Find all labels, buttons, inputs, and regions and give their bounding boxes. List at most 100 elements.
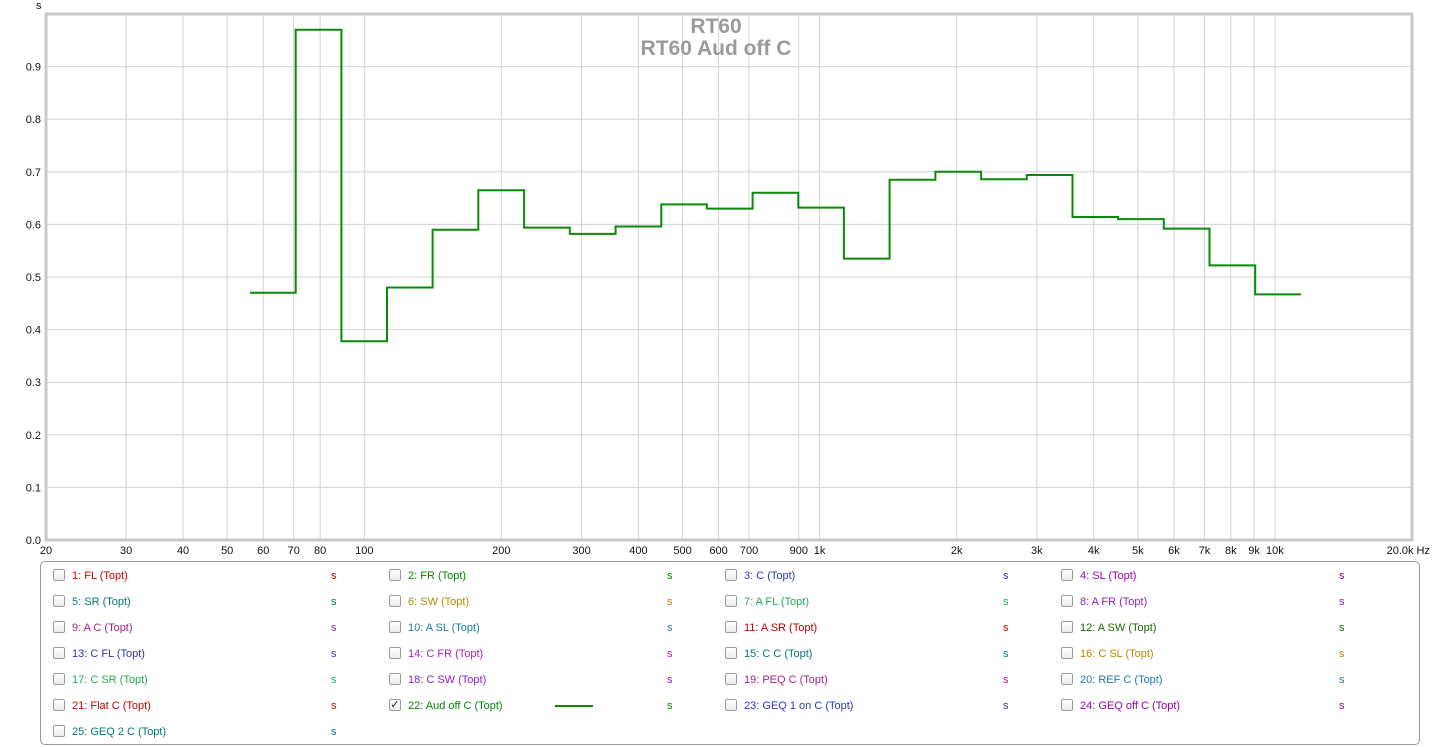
legend-item[interactable]: 12: A SW (Topt) s — [1061, 618, 1381, 638]
legend-checkbox[interactable]: ✓ — [389, 699, 401, 711]
legend-checkbox[interactable] — [1061, 569, 1073, 581]
x-tick-label: 100 — [355, 545, 373, 557]
y-tick-label: 0.3 — [26, 377, 41, 389]
legend-item[interactable]: 20: REF C (Topt) s — [1061, 670, 1381, 690]
legend-item-unit: s — [1003, 674, 1009, 686]
legend-checkbox[interactable] — [725, 621, 737, 633]
legend-item[interactable]: 11: A SR (Topt) s — [725, 618, 1045, 638]
legend-item-unit: s — [1003, 648, 1009, 660]
rt60-chart: 0.0 0.1 0.2 0.3 0.4 0.5 0.6 0.7 0.8 0.9 20 30 40 50 6… — [26, 0, 1430, 557]
legend-item-label: 11: A SR (Topt) — [744, 622, 818, 634]
y-tick-label: 0.8 — [26, 114, 41, 126]
legend-item[interactable]: 6: SW (Topt) s — [389, 592, 709, 612]
legend-item-unit: s — [331, 648, 337, 660]
legend-item-unit: s — [331, 700, 337, 712]
legend-checkbox[interactable] — [389, 621, 401, 633]
legend-checkbox[interactable] — [1061, 621, 1073, 633]
legend-item[interactable]: 19: PEQ C (Topt) s — [725, 670, 1045, 690]
legend-item-unit: s — [667, 596, 673, 608]
legend-checkbox[interactable] — [725, 699, 737, 711]
x-tick-label: 80 — [314, 545, 326, 557]
legend-item[interactable]: 10: A SL (Topt) s — [389, 618, 709, 638]
legend-item-label: 1: FL (Topt) — [72, 570, 128, 582]
legend-item-unit: s — [667, 622, 673, 634]
legend-item[interactable]: 15: C C (Topt) s — [725, 644, 1045, 664]
legend-item-unit: s — [1339, 596, 1345, 608]
x-tick-label: 10k — [1266, 545, 1284, 557]
legend-checkbox[interactable] — [1061, 699, 1073, 711]
legend-checkbox[interactable] — [725, 673, 737, 685]
legend-item-label: 25: GEQ 2 C (Topt) — [72, 726, 167, 738]
legend-item[interactable]: 9: A C (Topt) s — [53, 618, 373, 638]
legend-checkbox[interactable] — [53, 647, 65, 659]
legend-checkbox[interactable] — [53, 595, 65, 607]
x-tick-label: 500 — [673, 545, 691, 557]
y-tick-label: 0.2 — [26, 430, 41, 442]
legend-checkbox[interactable] — [725, 569, 737, 581]
x-tick-label: 30 — [120, 545, 132, 557]
legend-checkbox[interactable] — [53, 699, 65, 711]
legend-item[interactable]: 16: C SL (Topt) s — [1061, 644, 1381, 664]
x-tick-label: 900 — [790, 545, 808, 557]
legend-checkbox[interactable] — [53, 569, 65, 581]
legend-checkbox[interactable] — [389, 673, 401, 685]
legend-checkbox[interactable] — [53, 621, 65, 633]
legend-item-label: 16: C SL (Topt) — [1080, 648, 1154, 660]
x-tick-labels: 20 30 40 50 60 70 80 100 200 300 400 500 600 700 900 1k… — [40, 545, 1430, 557]
legend-checkbox[interactable] — [53, 673, 65, 685]
legend-checkbox[interactable] — [725, 647, 737, 659]
legend-checkbox[interactable] — [1061, 647, 1073, 659]
x-tick-label: 1k — [814, 545, 826, 557]
x-tick-label: 200 — [492, 545, 510, 557]
x-tick-label: 8k — [1225, 545, 1237, 557]
legend-item[interactable]: 7: A FL (Topt) s — [725, 592, 1045, 612]
legend-item-label: 6: SW (Topt) — [408, 596, 470, 608]
legend-item[interactable]: 8: A FR (Topt) s — [1061, 592, 1381, 612]
x-tick-label: 6k — [1168, 545, 1180, 557]
y-tick-label: 0.4 — [26, 325, 41, 337]
legend-item-unit: s — [1339, 570, 1345, 582]
legend-item[interactable]: 1: FL (Topt) s — [53, 566, 373, 586]
legend-item-unit: s — [1003, 570, 1009, 582]
legend-checkbox[interactable] — [1061, 673, 1073, 685]
legend-item-label: 18: C SW (Topt) — [408, 674, 487, 686]
x-tick-label: 70 — [288, 545, 300, 557]
legend-item-label: 12: A SW (Topt) — [1080, 622, 1157, 634]
y-tick-label: 0.5 — [26, 272, 41, 284]
legend-checkbox[interactable] — [725, 595, 737, 607]
x-tick-label: 4k — [1088, 545, 1100, 557]
y-tick-label: 0.1 — [26, 482, 41, 494]
legend-item[interactable]: 13: C FL (Topt) s — [53, 644, 373, 664]
y-tick-label: 0.7 — [26, 167, 41, 179]
legend-item-label: 17: C SR (Topt) — [72, 674, 148, 686]
legend-checkbox[interactable] — [1061, 595, 1073, 607]
y-tick-labels: 0.0 0.1 0.2 0.3 0.4 0.5 0.6 0.7 0.8 0.9 — [26, 62, 41, 547]
legend-item-unit: s — [1003, 622, 1009, 634]
x-tick-label: 40 — [177, 545, 189, 557]
legend-item-label: 13: C FL (Topt) — [72, 648, 145, 660]
legend-item[interactable]: 24: GEQ off C (Topt) s — [1061, 696, 1381, 716]
legend-panel: 1: FL (Topt) s 2: FR (Topt) s 3: C (Topt) s 4:… — [40, 561, 1420, 745]
legend-item[interactable]: 3: C (Topt) s — [725, 566, 1045, 586]
legend-item-unit: s — [1339, 700, 1345, 712]
legend-checkbox[interactable] — [389, 595, 401, 607]
legend-item[interactable]: 4: SL (Topt) s — [1061, 566, 1381, 586]
legend-item[interactable]: 25: GEQ 2 C (Topt) s — [53, 722, 373, 742]
legend-item[interactable]: 2: FR (Topt) s — [389, 566, 709, 586]
legend-item-label: 10: A SL (Topt) — [408, 622, 480, 634]
legend-item[interactable]: 23: GEQ 1 on C (Topt) s — [725, 696, 1045, 716]
legend-item[interactable]: 5: SR (Topt) s — [53, 592, 373, 612]
legend-item[interactable]: 21: Flat C (Topt) s — [53, 696, 373, 716]
legend-item[interactable]: 17: C SR (Topt) s — [53, 670, 373, 690]
y-axis-unit: s — [36, 0, 42, 12]
legend-item-unit: s — [667, 570, 673, 582]
legend-checkbox[interactable] — [53, 725, 65, 737]
legend-checkbox[interactable] — [389, 647, 401, 659]
x-tick-label: 600 — [709, 545, 727, 557]
legend-checkbox[interactable] — [389, 569, 401, 581]
legend-item[interactable]: ✓ 22: Aud off C (Topt) s — [389, 696, 709, 716]
legend-item[interactable]: 14: C FR (Topt) s — [389, 644, 709, 664]
x-tick-label: 3k — [1031, 545, 1043, 557]
x-tick-label: 7k — [1199, 545, 1211, 557]
legend-item[interactable]: 18: C SW (Topt) s — [389, 670, 709, 690]
